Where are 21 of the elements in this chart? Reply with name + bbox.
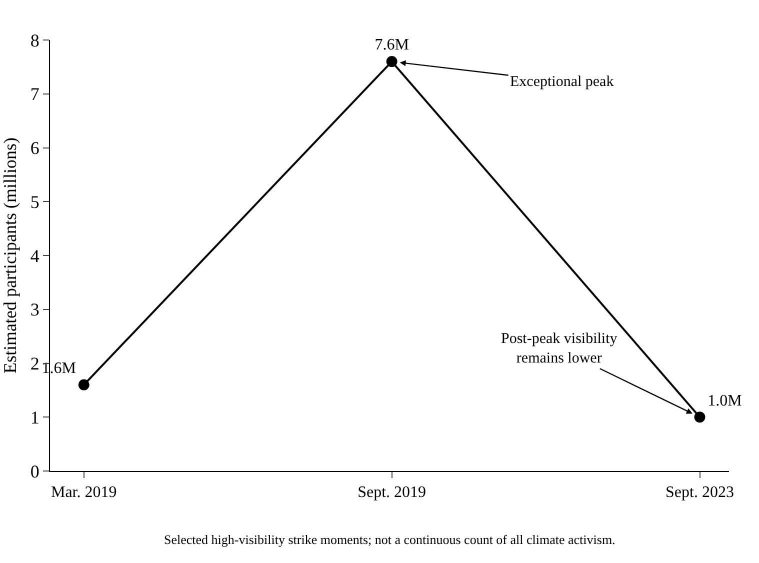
point [78, 379, 90, 390]
text: Selected high-visibility strike moments; not a continuous count of all climate activism. [164, 532, 616, 547]
x-tick-label: Sept. 2019 [358, 484, 426, 502]
data-label: 1.0M [708, 392, 742, 410]
y-tick-label: 0 [30, 461, 40, 482]
y-tick-label: 4 [30, 246, 40, 266]
x-tick-label: Sept. 2023 [666, 484, 734, 502]
y-tick-label: 3 [30, 300, 40, 320]
x-tick-label: Mar. 2019 [50, 484, 117, 502]
point [694, 412, 706, 423]
annotation: Post-peak visibility remains lower [501, 331, 618, 366]
point [386, 56, 398, 68]
annotation: Exceptional peak [510, 74, 614, 90]
y-tick-label: 6 [30, 138, 40, 158]
y-tick-label: 1 [30, 407, 40, 428]
data-label: 7.6M [374, 36, 409, 54]
y-tick-label: 7 [30, 84, 40, 104]
y-axis-title: Estimated participants (millions) [0, 138, 20, 374]
y-tick-label: 2 [30, 354, 40, 374]
y-tick-label: 8 [30, 30, 40, 50]
y-tick-label: 5 [30, 192, 40, 212]
